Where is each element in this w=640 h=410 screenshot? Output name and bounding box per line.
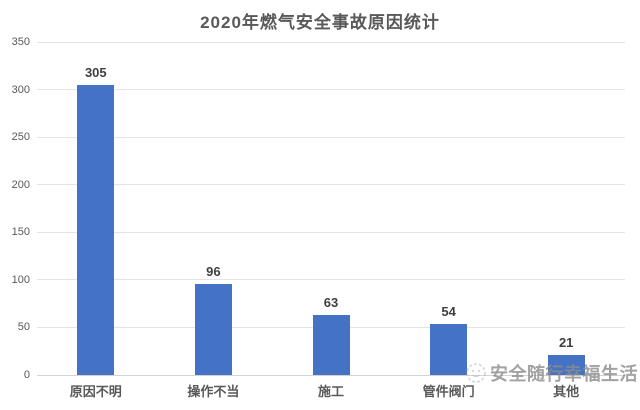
y-axis-tick-label: 50 [17, 321, 30, 334]
y-axis-tick-label: 0 [23, 369, 30, 381]
x-axis-line [37, 374, 625, 376]
smiley-face-icon [464, 361, 488, 385]
bar-value-label: 305 [84, 64, 107, 80]
chart-title: 2020年燃气安全事故原因统计 [200, 13, 440, 32]
y-axis-tick-label: 150 [11, 226, 30, 239]
bar-value-label: 63 [323, 295, 339, 311]
bar-value-label: 54 [441, 303, 456, 319]
x-axis-category-label: 管件阀门 [422, 384, 475, 399]
y-axis-tick-label: 100 [11, 273, 30, 286]
x-axis-category-label: 施工 [317, 384, 344, 399]
bar-原因不明 [77, 84, 115, 375]
bar-value-label: 96 [206, 263, 221, 279]
gridline [37, 231, 625, 233]
bar-其他 [547, 355, 585, 375]
gridline [37, 279, 625, 281]
y-axis-tick-label: 250 [11, 131, 30, 144]
bar-管件阀门 [430, 323, 468, 375]
x-axis-category-label: 原因不明 [69, 384, 122, 399]
y-axis-tick-label: 350 [11, 36, 30, 48]
gridline [37, 136, 625, 138]
bar-value-label: 21 [558, 335, 574, 351]
y-axis-tick-label: 200 [11, 178, 30, 191]
y-axis-tick-label: 300 [11, 83, 30, 96]
x-axis-category-label: 操作不当 [187, 384, 240, 399]
bar-操作不当 [194, 283, 232, 375]
bar-施工 [312, 315, 350, 375]
watermark-text: 安全随行幸福生活 [490, 364, 638, 384]
gridline [37, 89, 625, 91]
gridline [37, 41, 625, 43]
watermark: 安全随行幸福生活 [464, 360, 638, 386]
gridline [37, 184, 625, 186]
x-axis-category-label: 其他 [553, 384, 580, 399]
